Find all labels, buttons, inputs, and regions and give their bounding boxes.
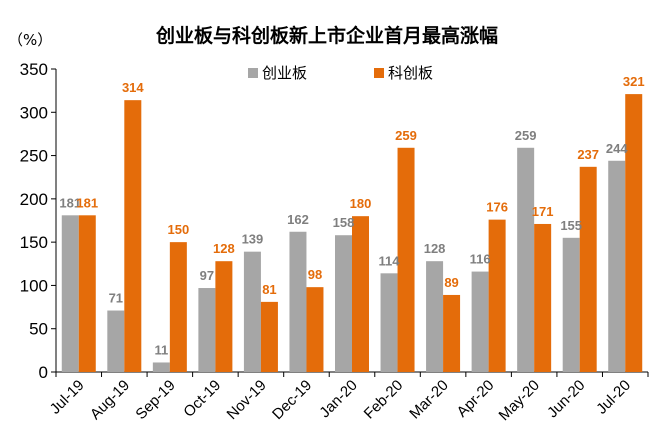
bar: [380, 273, 398, 372]
y-tick-label: 0: [39, 363, 48, 382]
x-tick-label: Nov-19: [224, 377, 270, 423]
bar: [471, 271, 489, 372]
data-label: 11: [154, 342, 168, 357]
data-label: 181: [76, 195, 98, 210]
bar: [579, 166, 597, 372]
data-label: 116: [470, 252, 491, 267]
bar: [534, 223, 552, 372]
x-tick-label: Apr-20: [454, 377, 498, 421]
y-tick-label: 100: [20, 276, 48, 295]
x-tick-label: Dec-19: [269, 377, 315, 423]
data-label: 71: [109, 291, 123, 306]
data-label: 321: [623, 74, 645, 89]
x-tick-label: Oct-19: [180, 377, 224, 421]
legend-swatch: [248, 68, 258, 78]
legend-label: 创业板: [262, 64, 307, 82]
x-tick-label: Jan-20: [316, 377, 360, 421]
data-label: 181: [59, 195, 81, 210]
x-tick-label: Sep-19: [132, 377, 178, 423]
bar: [215, 261, 233, 372]
data-label: 237: [577, 147, 599, 162]
x-tick-label: Aug-19: [87, 377, 133, 423]
legend-swatch: [374, 68, 384, 78]
y-tick-label: 350: [20, 60, 48, 79]
data-label: 98: [308, 267, 322, 282]
data-label: 259: [515, 128, 537, 143]
data-labels: 181 71 11 97 139 162 158 114 128 116 259 155 244 181 3…: [59, 74, 644, 357]
y-tick-label: 50: [29, 320, 48, 339]
data-label: 114: [379, 253, 401, 268]
data-label: 162: [287, 212, 309, 227]
bar: [488, 219, 506, 372]
bar: [289, 231, 307, 372]
bar: [152, 362, 170, 372]
data-label: 128: [424, 241, 446, 256]
data-label: 89: [444, 275, 458, 290]
x-tick-label: May-20: [496, 377, 543, 424]
x-tick-label: Jul-20: [593, 377, 634, 418]
data-label: 171: [532, 204, 554, 219]
x-tick-label: Jul-19: [47, 377, 88, 418]
legend-label: 科创板: [388, 64, 433, 82]
y-tick-label: 200: [20, 190, 48, 209]
y-tick-label: 150: [20, 233, 48, 252]
bar: [107, 310, 125, 372]
data-label: 176: [486, 200, 508, 215]
data-label: 314: [122, 80, 144, 95]
bar: [335, 235, 352, 372]
y-tick-label: 250: [20, 147, 48, 166]
bar: [260, 301, 278, 372]
bar: [198, 288, 216, 372]
bars: [61, 94, 643, 372]
bar: [243, 251, 261, 372]
bar: [306, 287, 324, 372]
bar: [169, 242, 187, 372]
bar: [61, 215, 79, 372]
bar: [562, 237, 580, 372]
data-label: 180: [350, 196, 372, 211]
bar: [426, 261, 444, 372]
bar: [517, 147, 535, 372]
bar: [397, 147, 415, 372]
data-label: 139: [242, 232, 264, 247]
x-tick-label: Mar-20: [406, 377, 452, 423]
x-tick-label: Jun-20: [544, 377, 588, 421]
legend: 创业板 科创板: [248, 64, 433, 82]
bar: [608, 160, 626, 372]
y-axis-unit-label: （%）: [8, 31, 52, 49]
bar: [352, 216, 369, 372]
data-label: 244: [606, 141, 628, 156]
data-label: 259: [395, 128, 417, 143]
bar: [124, 100, 142, 372]
bar: [625, 94, 643, 372]
bar: [78, 215, 96, 372]
data-label: 97: [200, 268, 214, 283]
data-label: 81: [262, 282, 276, 297]
x-tick-label: Feb-20: [361, 377, 407, 423]
y-tick-label: 300: [20, 103, 48, 122]
data-label: 150: [167, 222, 189, 237]
data-label: 155: [560, 218, 582, 233]
data-label: 158: [333, 215, 355, 230]
chart-title: 创业板与科创板新上市企业首月最高涨幅: [155, 24, 498, 47]
bar: [443, 294, 461, 372]
data-label: 128: [213, 241, 235, 256]
